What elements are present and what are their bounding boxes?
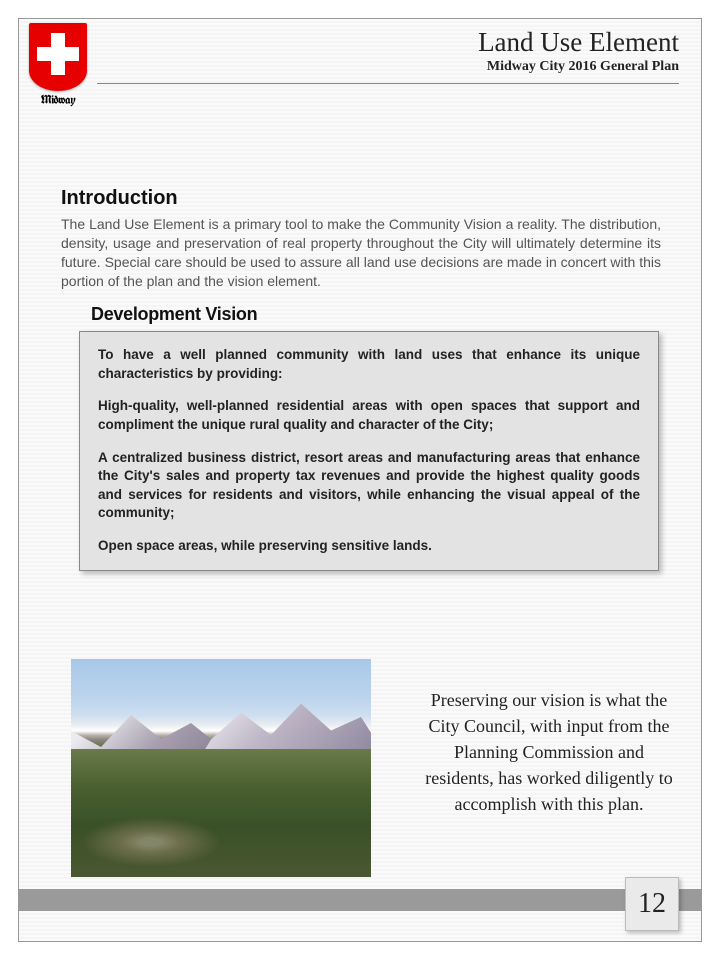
header-divider [97, 83, 679, 84]
page-subtitle: Midway City 2016 General Plan [478, 59, 679, 75]
logo-label: Midway [23, 93, 93, 108]
intro-body: The Land Use Element is a primary tool t… [61, 215, 661, 291]
page-title: Land Use Element [478, 27, 679, 58]
header: Land Use Element Midway City 2016 Genera… [478, 27, 679, 75]
landscape-photo [71, 659, 371, 877]
footer-bar [19, 889, 701, 911]
page-number-badge: 12 [625, 877, 679, 931]
vision-bullet-1: High-quality, well-planned residential a… [98, 397, 640, 434]
logo-block: Midway [23, 23, 93, 108]
shield-cross-icon [29, 23, 87, 91]
page-frame: Midway Land Use Element Midway City 2016… [18, 18, 702, 942]
page-number: 12 [638, 888, 666, 920]
intro-heading: Introduction [61, 187, 178, 210]
vision-lead: To have a well planned community with la… [98, 346, 640, 383]
development-vision-heading: Development Vision [91, 304, 257, 325]
vision-bullet-2: A centralized business district, resort … [98, 449, 640, 524]
vision-bullet-3: Open space areas, while preserving sensi… [98, 537, 640, 556]
side-quote: Preserving our vision is what the City C… [419, 687, 679, 817]
vision-box: To have a well planned community with la… [79, 331, 659, 571]
